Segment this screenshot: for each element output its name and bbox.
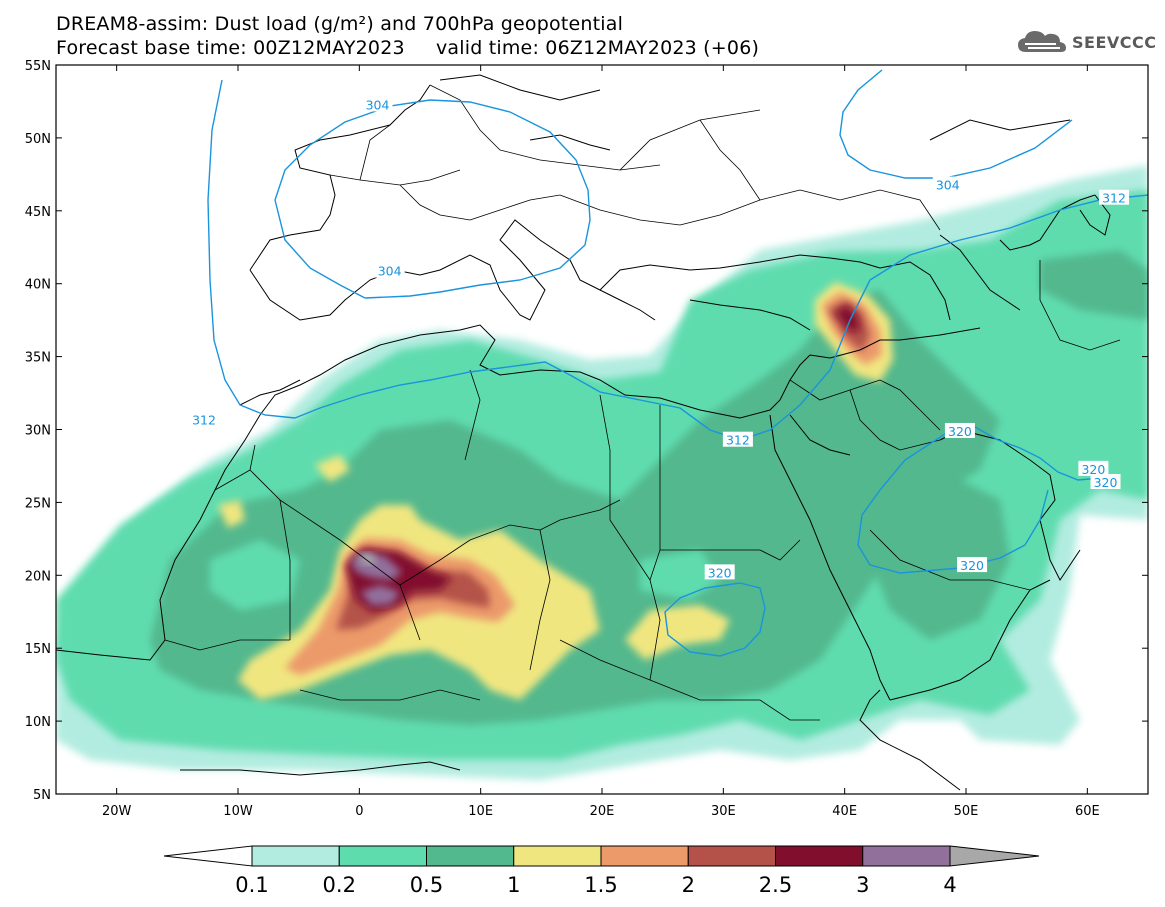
lat-tick-label: 30N — [25, 424, 51, 439]
contour-label-bg — [722, 431, 753, 447]
contour-label: 320 — [708, 565, 732, 580]
colorbar-label: 1 — [507, 873, 520, 897]
lon-tick-label: 40E — [832, 804, 857, 819]
colorbar-bin — [251, 845, 340, 867]
colorbar: 0.1 0.2 0.5 1 1.5 2 2.5 3 4 — [163, 845, 1040, 897]
contour-label: 320 — [1081, 462, 1105, 477]
contour-label-bg — [362, 96, 393, 112]
colorbar-bin — [513, 845, 602, 867]
lon-tick-label: 10W — [223, 804, 253, 819]
colorbar-below-triangle — [163, 845, 253, 867]
contour-label: 304 — [366, 97, 390, 112]
dust-level-4 — [356, 552, 378, 566]
dust-load-field — [56, 165, 1148, 780]
contour-label: 320 — [948, 424, 972, 439]
lon-tick-label: 10E — [468, 804, 493, 819]
colorbar-label: 4 — [943, 873, 956, 897]
lon-tick-label: 20W — [102, 804, 132, 819]
contour-label: 312 — [726, 433, 750, 448]
contour-label-bg — [1090, 473, 1121, 489]
contour-label-bg — [1078, 460, 1109, 476]
logo-text: SEEVCCC — [1072, 32, 1157, 52]
colorbar-label: 0.5 — [410, 873, 443, 897]
colorbar-bin — [775, 845, 864, 867]
map-subtitle: Forecast base time: 00Z12MAY2023 valid t… — [56, 37, 760, 59]
lat-tick-label: 15N — [25, 642, 51, 657]
lon-tick-label: 20E — [590, 804, 615, 819]
contour-label: 312 — [1102, 191, 1126, 206]
contour-label-bg — [932, 176, 963, 192]
lat-tick-label: 20N — [25, 569, 51, 584]
contour-label: 320 — [960, 558, 984, 573]
colorbar-label: 0.2 — [323, 873, 356, 897]
contour-label-bg — [944, 422, 975, 438]
colorbar-label: 0.1 — [235, 873, 268, 897]
colorbar-label: 2 — [682, 873, 695, 897]
contour-label-bg — [1099, 189, 1130, 205]
map-title: DREAM8-assim: Dust load (g/m²) and 700hP… — [56, 13, 624, 35]
colorbar-label: 1.5 — [584, 873, 617, 897]
lon-tick-label: 30E — [711, 804, 736, 819]
coastlines — [56, 74, 1111, 791]
lat-tick-label: 40N — [25, 278, 51, 293]
colorbar-bin — [426, 845, 515, 867]
contour-label-bg — [704, 564, 735, 580]
contour-label: 320 — [1094, 475, 1118, 490]
lat-tick-label: 50N — [25, 132, 51, 147]
lat-tick-label: 25N — [25, 496, 51, 511]
lat-tick-label: 5N — [33, 788, 51, 803]
seevccc-logo: SEEVCCC — [1016, 28, 1157, 56]
contour-label-bg — [957, 557, 988, 573]
geopotential-contours — [207, 69, 1148, 657]
colorbar-above-triangle — [949, 845, 1040, 867]
colorbar-bin — [600, 845, 689, 867]
colorbar-bin — [862, 845, 951, 867]
colorbar-label: 2.5 — [759, 873, 792, 897]
lat-tick-label: 35N — [25, 351, 51, 366]
contour-label: 312 — [192, 412, 216, 427]
lon-tick-label: 50E — [954, 804, 979, 819]
lat-tick-label: 55N — [25, 59, 51, 74]
axis-ticks: 55N 50N 45N 40N 35N 30N 25N 20N 15N 10N 5N 20W 10W 0 1… — [25, 59, 1148, 819]
lon-tick-label: 0 — [355, 804, 363, 819]
country-borders — [164, 84, 1121, 721]
contour-label-bg — [189, 411, 220, 427]
lon-tick-label: 60E — [1075, 804, 1100, 819]
contour-label-bg — [374, 262, 405, 278]
contour-label: 304 — [378, 264, 402, 279]
colorbar-label: 3 — [856, 873, 869, 897]
contour-label: 304 — [936, 178, 960, 193]
lat-tick-label: 45N — [25, 205, 51, 220]
lat-tick-label: 10N — [25, 715, 51, 730]
cloud-icon — [1018, 31, 1066, 52]
colorbar-bin — [687, 845, 776, 867]
colorbar-bin — [338, 845, 427, 867]
